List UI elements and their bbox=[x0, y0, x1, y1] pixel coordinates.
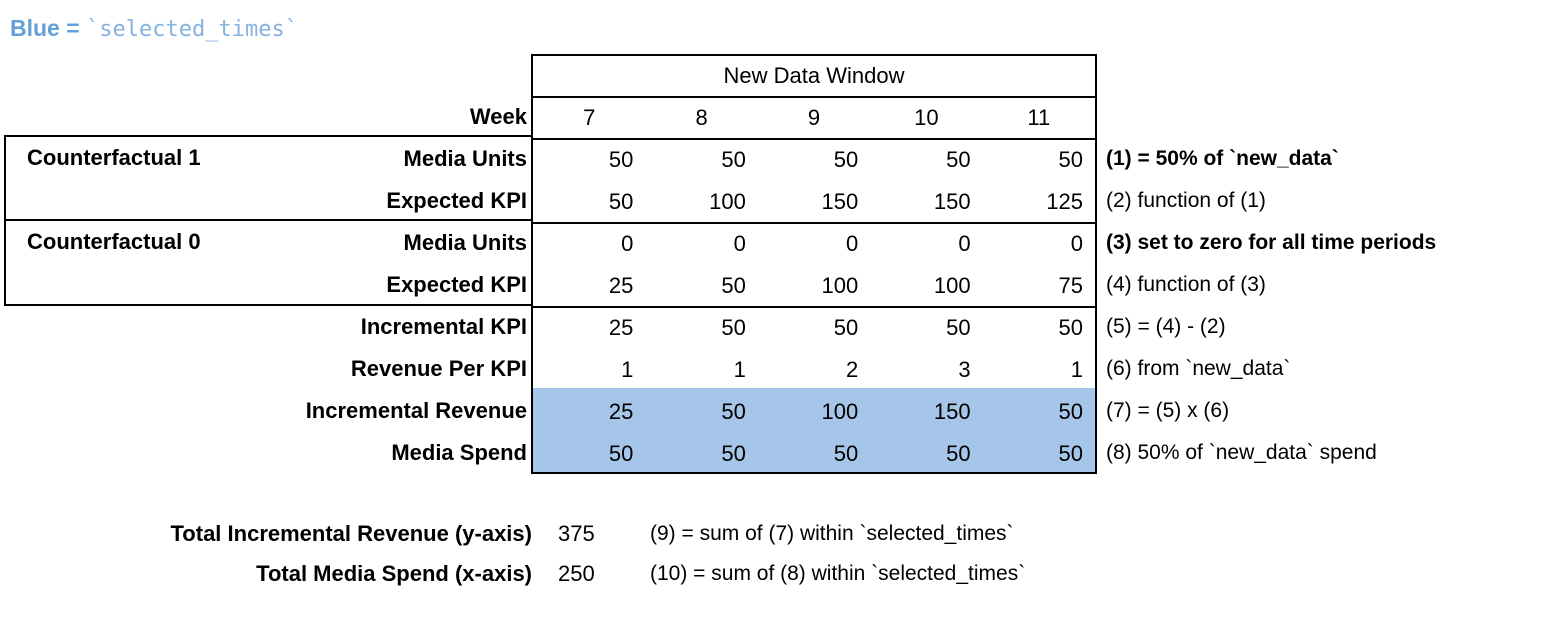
week-number: 8 bbox=[695, 105, 708, 130]
table-divider bbox=[533, 96, 1095, 98]
table-cell: 0 bbox=[621, 231, 634, 256]
annotation-9: (9) = sum of (7) within `selected_times` bbox=[650, 522, 1014, 545]
table-cell: 100 bbox=[709, 189, 746, 214]
table-cell: 25 bbox=[608, 273, 634, 298]
annotation-6: (6) from `new_data` bbox=[1106, 357, 1291, 380]
table-row-media-spend: 50 50 50 50 50 bbox=[533, 434, 1095, 474]
row-label-incremental-kpi: Incremental KPI bbox=[360, 314, 527, 339]
table-cell: 50 bbox=[946, 441, 971, 466]
annotation-4: (4) function of (3) bbox=[1106, 273, 1266, 296]
table-cell: 50 bbox=[1058, 147, 1084, 172]
table-cell: 100 bbox=[933, 273, 971, 298]
row-label-expected-kpi-cf0: Expected KPI bbox=[386, 272, 527, 297]
table-cell: 50 bbox=[833, 315, 859, 340]
table-row-incremental-revenue: 25 50 100 150 50 bbox=[533, 392, 1095, 432]
annotation-2: (2) function of (1) bbox=[1106, 189, 1266, 212]
row-label-week: Week bbox=[469, 104, 527, 129]
table-cell: 50 bbox=[1058, 315, 1084, 340]
total-incremental-revenue-label: Total Incremental Revenue (y-axis) bbox=[170, 521, 533, 546]
table-cell: 50 bbox=[946, 315, 971, 340]
table-row-media-units-cf0: 0 0 0 0 0 bbox=[533, 224, 1095, 264]
annotation-7: (7) = (5) x (6) bbox=[1106, 399, 1230, 422]
table-cell: 0 bbox=[733, 231, 746, 256]
table-cell: 0 bbox=[845, 231, 859, 256]
counterfactual-0-box bbox=[4, 219, 533, 306]
table-header-label: New Data Window bbox=[723, 63, 905, 88]
table-cell: 50 bbox=[721, 147, 746, 172]
legend-title-text: Blue = bbox=[10, 15, 87, 41]
table-cell: 50 bbox=[1058, 399, 1084, 424]
week-number: 11 bbox=[1027, 105, 1051, 130]
row-label-media-units-cf0: Media Units bbox=[403, 230, 527, 255]
annotation-10: (10) = sum of (8) within `selected_times… bbox=[650, 562, 1026, 585]
counterfactual-1-label: Counterfactual 1 bbox=[27, 145, 201, 170]
table-row-expected-kpi-cf1: 50 100 150 150 125 bbox=[533, 182, 1095, 222]
table-cell: 50 bbox=[833, 441, 859, 466]
table-cell: 50 bbox=[608, 441, 634, 466]
table-cell: 75 bbox=[1058, 273, 1084, 298]
total-media-spend-value: 250 bbox=[558, 561, 595, 586]
table-cell: 50 bbox=[946, 147, 971, 172]
week-number: 9 bbox=[807, 105, 821, 130]
counterfactual-0-label: Counterfactual 0 bbox=[27, 229, 201, 254]
table-cell: 25 bbox=[608, 315, 634, 340]
table-divider bbox=[533, 306, 1095, 308]
week-number: 7 bbox=[583, 105, 596, 130]
table-cell: 50 bbox=[721, 399, 746, 424]
row-label-expected-kpi-cf1: Expected KPI bbox=[386, 188, 527, 213]
row-label-media-spend: Media Spend bbox=[391, 440, 527, 465]
table-cell: 50 bbox=[721, 441, 746, 466]
annotation-3: (3) set to zero for all time periods bbox=[1106, 231, 1437, 254]
table-cell: 50 bbox=[608, 147, 634, 172]
legend-title: Blue = `selected_times` bbox=[10, 14, 298, 44]
selected-times-highlight bbox=[533, 388, 1095, 472]
table-row-incremental-kpi: 25 50 50 50 50 bbox=[533, 308, 1095, 348]
legend-title-code: `selected_times` bbox=[86, 17, 298, 42]
table-row-media-units-cf1: 50 50 50 50 50 bbox=[533, 140, 1095, 180]
row-label-incremental-revenue: Incremental Revenue bbox=[305, 398, 527, 423]
row-label-media-units-cf1: Media Units bbox=[403, 146, 527, 171]
week-number: 10 bbox=[914, 105, 939, 130]
table-cell: 50 bbox=[1058, 441, 1084, 466]
table-cell: 50 bbox=[721, 315, 746, 340]
table-cell: 1 bbox=[733, 357, 746, 382]
annotation-1: (1) = 50% of `new_data` bbox=[1106, 147, 1339, 170]
table-cell: 1 bbox=[621, 357, 634, 382]
table-cell: 3 bbox=[958, 357, 971, 382]
table-cell: 25 bbox=[608, 399, 634, 424]
table-cell: 50 bbox=[721, 273, 746, 298]
table-cell: 50 bbox=[608, 189, 634, 214]
table-cell: 50 bbox=[833, 147, 859, 172]
table-cell: 0 bbox=[958, 231, 971, 256]
table-cell: 125 bbox=[1046, 189, 1084, 214]
table-cell: 1 bbox=[1070, 357, 1084, 382]
table-cell: 100 bbox=[821, 273, 859, 298]
table-header-row: New Data Window bbox=[533, 56, 1095, 96]
total-incremental-revenue-value: 375 bbox=[558, 521, 595, 546]
annotation-8: (8) 50% of `new_data` spend bbox=[1106, 441, 1377, 464]
table-divider bbox=[533, 138, 1095, 140]
table-row-revenue-per-kpi: 1 1 2 3 1 bbox=[533, 350, 1095, 390]
table-cell: 0 bbox=[1070, 231, 1084, 256]
table-cell: 2 bbox=[845, 357, 859, 382]
total-media-spend-label: Total Media Spend (x-axis) bbox=[256, 561, 532, 586]
table-divider bbox=[533, 222, 1095, 224]
data-table: New Data Window 7 8 9 10 11 50 50 50 50 … bbox=[531, 54, 1097, 474]
table-cell: 150 bbox=[933, 399, 971, 424]
table-cell: 100 bbox=[821, 399, 859, 424]
annotation-5: (5) = (4) - (2) bbox=[1106, 315, 1226, 338]
row-label-revenue-per-kpi: Revenue Per KPI bbox=[350, 356, 527, 381]
week-number-row: 7 8 9 10 11 bbox=[533, 98, 1095, 138]
table-cell: 150 bbox=[821, 189, 859, 214]
table-row-expected-kpi-cf0: 25 50 100 100 75 bbox=[533, 266, 1095, 306]
table-cell: 150 bbox=[933, 189, 971, 214]
